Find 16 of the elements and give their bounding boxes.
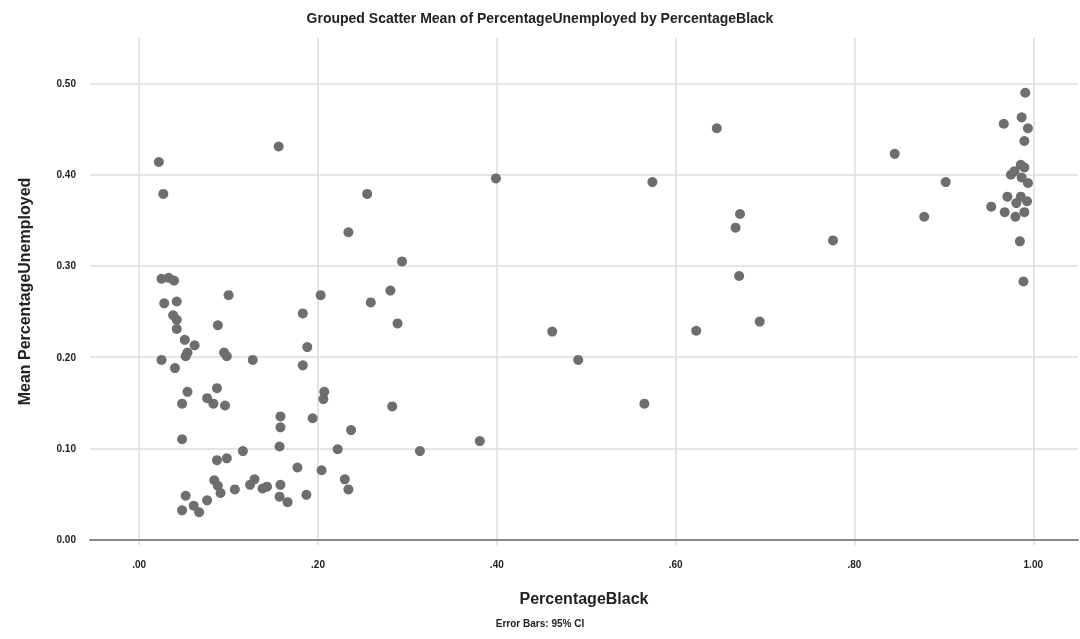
y-tick-label: 0.10 [56,442,77,454]
y-tick-label: 0.20 [56,351,77,363]
x-tick-label: .60 [668,558,684,570]
y-tick-label: 0.50 [56,78,77,90]
x-tick-label: .80 [847,558,862,570]
y-tick-label: 0.40 [56,169,77,181]
x-tick-label: .20 [311,558,326,570]
y-tick-label: 0.30 [56,260,77,272]
x-axis-title: PercentageBlack [519,589,649,607]
chart-title: Grouped Scatter Mean of PercentageUnemployed by PercentageBlack [306,10,774,26]
x-tick-label: .00 [132,558,147,570]
text: Error Bars: 95% CI [495,617,585,629]
y-axis-title: Mean PercentageUnemployed [15,177,33,406]
y-tick-label: 0.00 [56,534,77,546]
x-tick-label: 1.00 [1023,558,1044,570]
x-tick-label: .40 [489,558,505,570]
